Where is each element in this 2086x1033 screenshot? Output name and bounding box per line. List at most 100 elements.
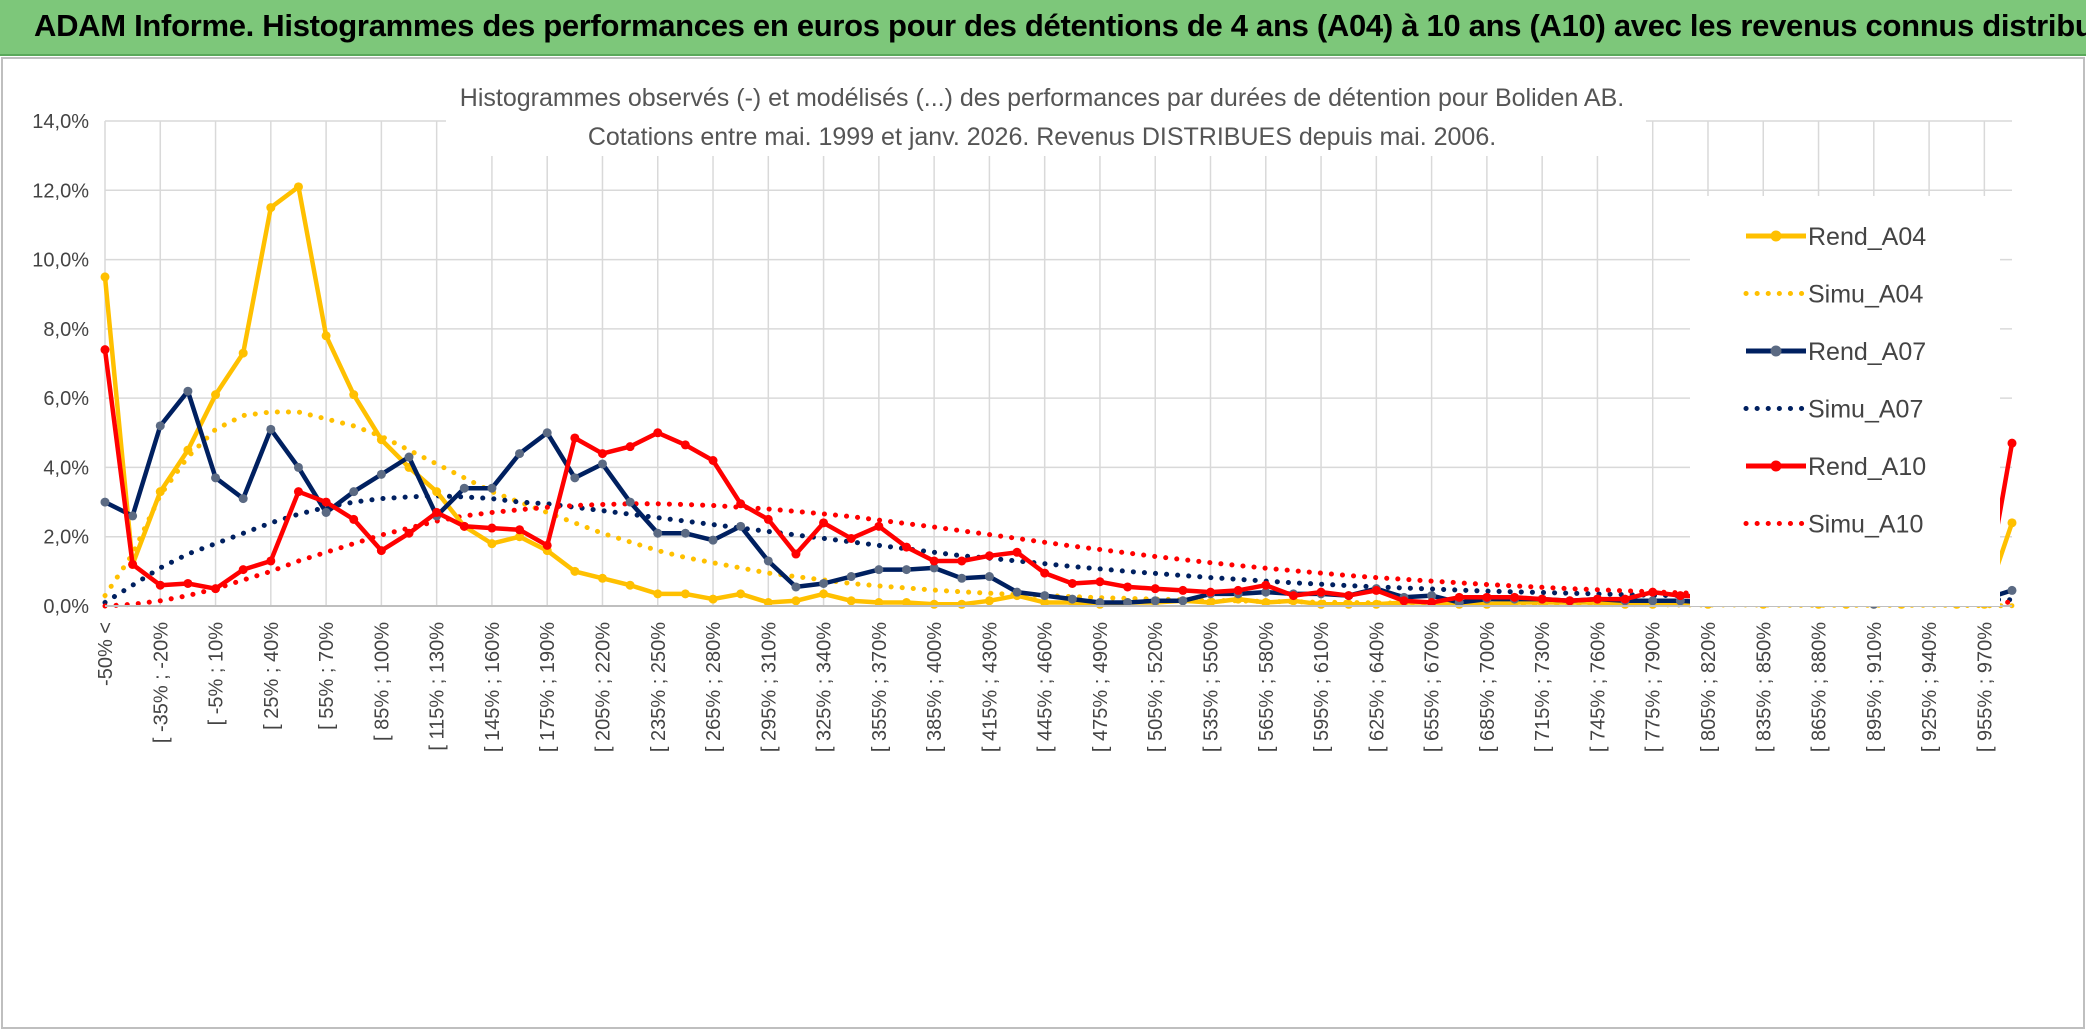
x-tick-label: [ 265% ; 280%	[703, 622, 725, 752]
data-point	[238, 565, 248, 575]
data-point	[487, 523, 497, 533]
data-point	[846, 533, 856, 543]
data-point	[1123, 598, 1133, 608]
data-point	[957, 599, 967, 609]
x-tick-label: [ 685% ; 700%	[1477, 622, 1499, 752]
x-tick-label: [ 55% ; 70%	[316, 622, 338, 730]
data-point	[128, 559, 138, 569]
x-tick-label: [ 145% ; 160%	[482, 622, 504, 752]
x-tick-label: [ 745% ; 760%	[1587, 622, 1609, 752]
data-point	[293, 487, 303, 497]
legend-label: Rend_A04	[1808, 223, 1926, 251]
data-point	[791, 582, 801, 592]
data-point	[1592, 594, 1602, 604]
data-point	[736, 589, 746, 599]
data-point	[432, 507, 442, 517]
data-point	[1040, 568, 1050, 578]
y-tick-label: 4,0%	[43, 457, 89, 479]
x-tick-label: [ 535% ; 550%	[1201, 622, 1223, 752]
data-point	[238, 348, 248, 358]
legend-item-Simu_A07: Simu_A07	[1743, 396, 1923, 424]
data-point	[155, 487, 165, 497]
y-tick-label: 8,0%	[43, 319, 89, 341]
data-point	[597, 573, 607, 583]
data-point	[266, 203, 276, 213]
data-point	[376, 546, 386, 556]
x-tick-label: [ -5% ; 10%	[206, 622, 228, 726]
data-point	[1067, 594, 1077, 604]
legend-item-Simu_A04: Simu_A04	[1743, 281, 1923, 309]
data-point	[984, 572, 994, 582]
data-point	[1206, 598, 1216, 608]
x-tick-label: [ 775% ; 790%	[1643, 622, 1665, 752]
data-point	[763, 598, 773, 608]
data-point	[819, 578, 829, 588]
data-point	[1261, 587, 1271, 597]
data-point	[874, 521, 884, 531]
data-point	[1454, 592, 1464, 602]
data-point	[1565, 596, 1575, 606]
x-tick-label: [ 865% ; 880%	[1809, 622, 1831, 752]
data-point	[791, 549, 801, 559]
data-point	[376, 435, 386, 445]
data-point	[957, 556, 967, 566]
data-point	[404, 528, 414, 538]
data-point	[708, 456, 718, 465]
legend-item-Rend_A10: Rend_A10	[1746, 453, 1926, 481]
legend-item-Rend_A07: Rend_A07	[1746, 338, 1926, 366]
data-point	[1344, 599, 1354, 609]
data-point	[984, 551, 994, 561]
legend-label: Simu_A10	[1808, 511, 1923, 539]
data-point	[321, 331, 331, 341]
data-point	[432, 487, 442, 497]
data-point	[1648, 587, 1658, 597]
data-point	[211, 473, 221, 483]
data-point	[929, 599, 939, 609]
data-point	[1316, 587, 1326, 597]
data-point	[266, 556, 276, 566]
y-axis: 0,0% 2,0% 4,0% 6,0% 8,0% 10,0% 12,0% 14,0%	[32, 111, 89, 618]
data-point	[1233, 585, 1243, 595]
data-point	[874, 598, 884, 608]
data-point	[736, 499, 746, 509]
x-tick-label: [ 475% ; 490%	[1090, 622, 1112, 752]
data-point	[1123, 582, 1133, 592]
data-point	[100, 497, 110, 507]
x-tick-label: [ 175% ; 190%	[537, 622, 559, 752]
data-point	[487, 539, 497, 549]
data-point	[487, 483, 497, 493]
data-point	[625, 497, 635, 507]
x-tick-label: [ 505% ; 520%	[1145, 622, 1167, 752]
data-point	[293, 182, 303, 192]
chart-title: Histogrammes observés (-) et modélisés (…	[460, 84, 1624, 112]
data-point	[819, 589, 829, 599]
legend-label: Rend_A07	[1808, 338, 1926, 366]
data-point	[1012, 547, 1022, 557]
data-point	[653, 428, 663, 438]
x-tick-label: [ 115% ; 130%	[427, 622, 449, 751]
data-point	[266, 424, 276, 434]
data-point	[1675, 591, 1685, 601]
data-point	[1648, 596, 1658, 606]
data-point	[128, 511, 138, 521]
data-point	[1510, 592, 1520, 602]
x-tick-label: [ 625% ; 640%	[1366, 622, 1388, 752]
data-point	[155, 580, 165, 590]
y-tick-label: 12,0%	[32, 180, 89, 202]
x-tick-label: [ 415% ; 430%	[979, 622, 1001, 752]
series-line	[102, 493, 2015, 605]
data-point	[653, 528, 663, 538]
data-point	[1371, 585, 1381, 595]
x-tick-label: [ 385% ; 400%	[924, 622, 946, 752]
x-tick-label: [ 835% ; 850%	[1753, 622, 1775, 752]
x-tick-label: [ 715% ; 730%	[1532, 622, 1554, 752]
data-point	[183, 386, 193, 396]
report-banner: ADAM Informe. Histogrammes des performan…	[0, 0, 2086, 56]
x-tick-label: [ 355% ; 370%	[869, 622, 891, 752]
data-point	[846, 572, 856, 582]
data-point	[293, 462, 303, 472]
data-point	[791, 596, 801, 606]
data-point	[542, 540, 552, 550]
data-point	[1178, 585, 1188, 595]
data-point	[1012, 587, 1022, 597]
